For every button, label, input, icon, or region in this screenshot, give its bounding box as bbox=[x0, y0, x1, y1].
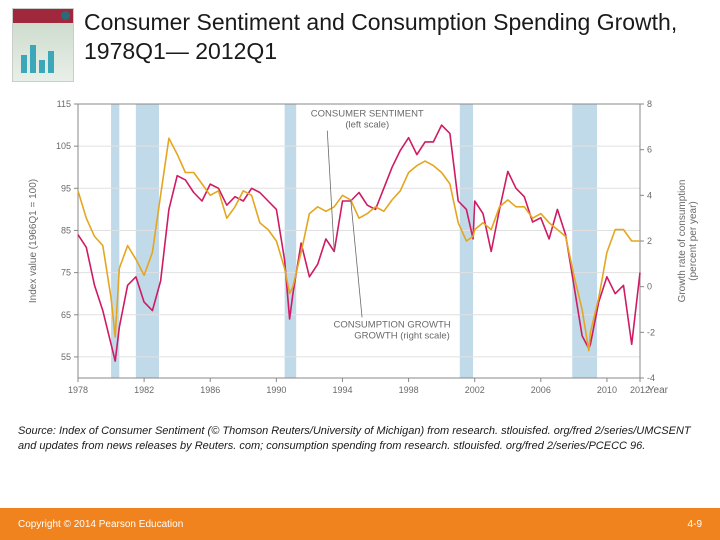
svg-text:2010: 2010 bbox=[597, 385, 617, 395]
svg-text:1994: 1994 bbox=[332, 385, 352, 395]
svg-text:1978: 1978 bbox=[68, 385, 88, 395]
svg-text:105: 105 bbox=[56, 141, 71, 151]
svg-text:85: 85 bbox=[61, 225, 71, 235]
svg-text:65: 65 bbox=[61, 310, 71, 320]
svg-text:4: 4 bbox=[647, 190, 652, 200]
footer-bar: Copyright © 2014 Pearson Education 4-9 bbox=[0, 508, 720, 540]
svg-text:6: 6 bbox=[647, 145, 652, 155]
svg-text:2002: 2002 bbox=[465, 385, 485, 395]
svg-text:Year: Year bbox=[648, 385, 669, 396]
source-note: Source: Index of Consumer Sentiment (© T… bbox=[0, 418, 720, 454]
svg-text:0: 0 bbox=[647, 282, 652, 292]
dual-axis-chart: 1978198219861990199419982002200620102012… bbox=[20, 94, 700, 414]
svg-text:1998: 1998 bbox=[399, 385, 419, 395]
svg-text:CONSUMPTION GROWTH: CONSUMPTION GROWTH bbox=[333, 319, 450, 330]
svg-text:-4: -4 bbox=[647, 373, 655, 383]
svg-text:1990: 1990 bbox=[266, 385, 286, 395]
svg-text:(left scale): (left scale) bbox=[345, 120, 389, 131]
textbook-cover-thumb bbox=[12, 8, 74, 82]
svg-text:115: 115 bbox=[57, 99, 71, 109]
svg-text:Growth rate of consumption: Growth rate of consumption bbox=[677, 180, 688, 303]
svg-text:1982: 1982 bbox=[134, 385, 154, 395]
svg-text:-2: -2 bbox=[647, 327, 655, 337]
svg-text:95: 95 bbox=[61, 183, 71, 193]
svg-text:1986: 1986 bbox=[200, 385, 220, 395]
svg-text:2006: 2006 bbox=[531, 385, 551, 395]
copyright-text: Copyright © 2014 Pearson Education bbox=[18, 519, 183, 530]
svg-text:CONSUMER SENTIMENT: CONSUMER SENTIMENT bbox=[311, 109, 424, 120]
svg-text:Index value (1966Q1 = 100): Index value (1966Q1 = 100) bbox=[28, 179, 39, 303]
svg-text:8: 8 bbox=[647, 99, 652, 109]
svg-text:GROWTH (right scale): GROWTH (right scale) bbox=[354, 330, 450, 341]
svg-text:55: 55 bbox=[61, 352, 71, 362]
page-number: 4-9 bbox=[688, 519, 702, 530]
svg-text:75: 75 bbox=[61, 268, 71, 278]
slide-title: Consumer Sentiment and Consumption Spend… bbox=[84, 8, 708, 66]
svg-text:(percent per year): (percent per year) bbox=[688, 201, 699, 280]
svg-text:2: 2 bbox=[647, 236, 652, 246]
